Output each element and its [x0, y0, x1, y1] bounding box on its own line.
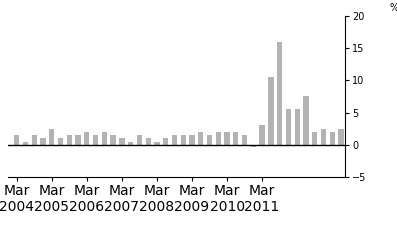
Bar: [32, 135, 37, 145]
Bar: [181, 135, 186, 145]
Bar: [163, 138, 168, 145]
Bar: [242, 135, 247, 145]
Bar: [216, 132, 221, 145]
Bar: [260, 126, 265, 145]
Bar: [224, 132, 230, 145]
Bar: [128, 142, 133, 145]
Bar: [23, 142, 28, 145]
Bar: [198, 132, 203, 145]
Bar: [207, 135, 212, 145]
Bar: [146, 138, 151, 145]
Bar: [251, 145, 256, 147]
Bar: [119, 138, 125, 145]
Bar: [154, 142, 160, 145]
Bar: [14, 135, 19, 145]
Bar: [295, 109, 300, 145]
Bar: [102, 132, 107, 145]
Bar: [321, 129, 326, 145]
Bar: [312, 132, 317, 145]
Bar: [40, 138, 46, 145]
Bar: [93, 135, 98, 145]
Bar: [268, 77, 274, 145]
Bar: [189, 135, 195, 145]
Bar: [172, 135, 177, 145]
Bar: [75, 135, 81, 145]
Bar: [110, 135, 116, 145]
Bar: [58, 138, 63, 145]
Bar: [303, 96, 308, 145]
Bar: [286, 109, 291, 145]
Bar: [233, 132, 239, 145]
Bar: [49, 129, 54, 145]
Bar: [330, 132, 335, 145]
Bar: [84, 132, 89, 145]
Bar: [338, 129, 344, 145]
Bar: [67, 135, 72, 145]
Y-axis label: %change: %change: [389, 3, 397, 13]
Bar: [277, 42, 282, 145]
Bar: [137, 135, 142, 145]
